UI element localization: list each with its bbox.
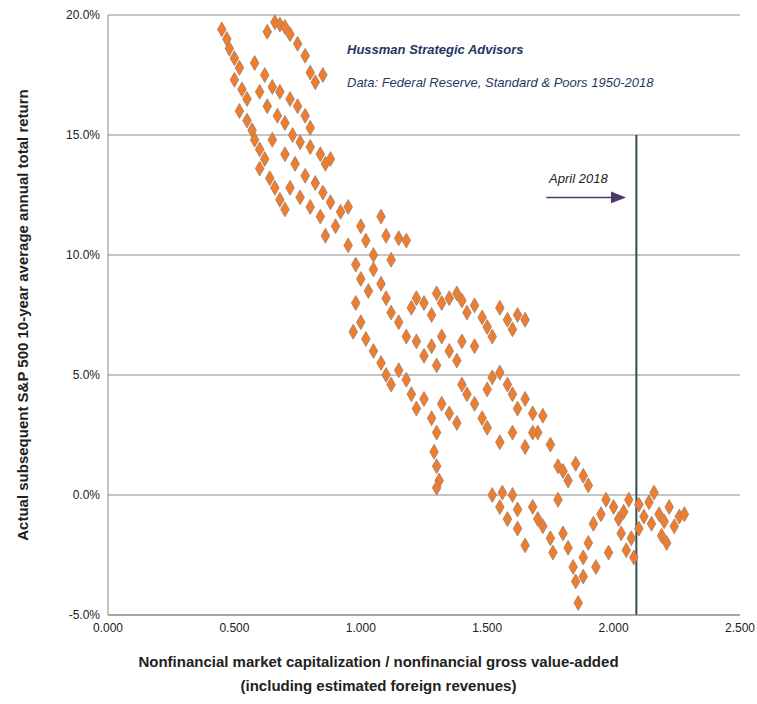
svg-text:Nonfinancial market capitaliza: Nonfinancial market capitalization / non… [138,653,618,670]
svg-text:0.0%: 0.0% [73,488,101,502]
svg-text:-5.0%: -5.0% [69,608,101,622]
svg-text:5.0%: 5.0% [73,368,101,382]
svg-text:Data: Federal Reserve, Standar: Data: Federal Reserve, Standard & Poors … [347,75,654,90]
svg-text:2.000: 2.000 [599,621,629,635]
svg-text:(including estimated foreign r: (including estimated foreign revenues) [241,677,517,694]
svg-text:0.500: 0.500 [219,621,249,635]
svg-text:15.0%: 15.0% [66,128,100,142]
svg-text:Hussman Strategic Advisors: Hussman Strategic Advisors [347,42,524,57]
svg-text:20.0%: 20.0% [66,8,100,22]
svg-text:Actual subsequent S&P 500 10-y: Actual subsequent S&P 500 10-year averag… [14,89,31,541]
svg-text:0.000: 0.000 [93,621,123,635]
svg-text:April 2018: April 2018 [548,171,608,186]
svg-text:1.000: 1.000 [346,621,376,635]
svg-text:1.500: 1.500 [472,621,502,635]
svg-text:2.500: 2.500 [725,621,749,635]
svg-text:10.0%: 10.0% [66,248,100,262]
